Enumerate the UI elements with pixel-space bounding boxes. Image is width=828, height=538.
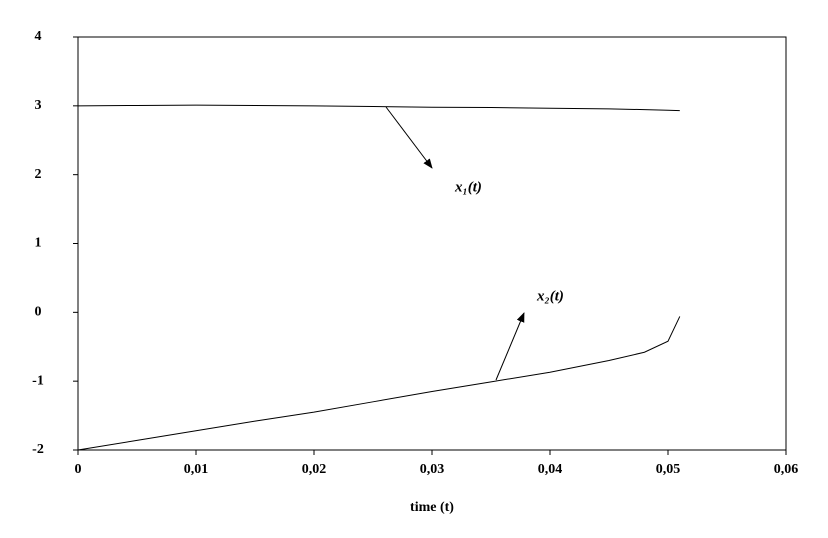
y-tick-label: 2 xyxy=(35,167,42,182)
plot-frame xyxy=(77,36,787,451)
y-tick-label: 3 xyxy=(35,98,42,113)
series-line xyxy=(77,104,680,112)
x-tick-label: 0 xyxy=(75,462,82,477)
x-tick-label: 0,02 xyxy=(302,462,327,477)
y-tick-label: 1 xyxy=(35,236,42,251)
annotation-arrow xyxy=(495,312,525,381)
x-tick-label: 0,05 xyxy=(656,462,681,477)
y-tick-label: 0 xyxy=(35,305,42,320)
x-tick-label: 0,04 xyxy=(538,462,563,477)
annotation-arrow xyxy=(385,106,433,169)
x-tick-label: 0,06 xyxy=(774,462,799,477)
series-label: x₂(t) xyxy=(536,288,564,304)
x-axis-title: time (t) xyxy=(410,500,454,515)
y-tick-label: -1 xyxy=(32,373,44,388)
x-tick-label: 0,03 xyxy=(420,462,445,477)
series-label: x₁(t) xyxy=(454,179,482,195)
y-tick-label: -2 xyxy=(32,442,44,457)
y-tick-label: 4 xyxy=(35,29,42,44)
series-line xyxy=(77,316,681,451)
x-tick-label: 0,01 xyxy=(184,462,209,477)
